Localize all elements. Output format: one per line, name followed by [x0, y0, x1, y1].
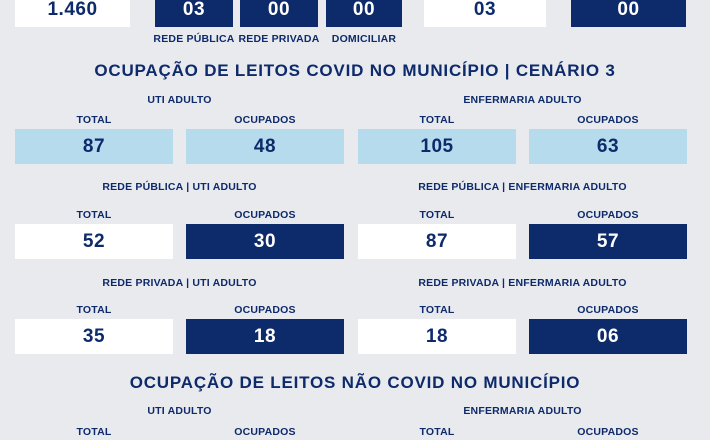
enf-total-label: TOTAL [419, 114, 455, 126]
priv-enf-total-value: 18 [425, 325, 449, 347]
top-right-value2: 00 [617, 0, 640, 20]
naocovid-enf-total-label: TOTAL [419, 426, 455, 438]
top-publica-value: 03 [182, 0, 206, 20]
priv-uti-ocupados-label: OCUPADOS [234, 304, 296, 316]
top-left-value-box: 1.460 [15, 0, 130, 27]
enf-total-box: 105 [358, 129, 516, 164]
priv-enf-title: REDE PRIVADA | ENFERMARIA ADULTO [418, 277, 627, 289]
enf-ocupados-label: OCUPADOS [577, 114, 639, 126]
top-right-value1: 03 [473, 0, 497, 20]
priv-uti-title: REDE PRIVADA | UTI ADULTO [102, 277, 257, 289]
enf-adulto-title: ENFERMARIA ADULTO [463, 94, 582, 106]
enf-total-value: 105 [420, 135, 454, 157]
priv-uti-total-value: 35 [82, 325, 106, 347]
naocovid-uti-ocupados-label: OCUPADOS [234, 426, 296, 438]
naocovid-enf-ocupados-label: OCUPADOS [577, 426, 639, 438]
uti-total-box: 87 [15, 129, 173, 164]
naocovid-uti-title: UTI ADULTO [147, 405, 212, 417]
naocovid-uti-total-label: TOTAL [76, 426, 112, 438]
top-privada-value: 00 [267, 0, 291, 20]
uti-adulto-title: UTI ADULTO [147, 94, 212, 106]
top-domiciliar-value: 00 [352, 0, 376, 20]
enf-ocupados-box: 63 [529, 129, 687, 164]
pub-enf-ocupados-value: 57 [596, 230, 620, 252]
pub-uti-ocupados-label: OCUPADOS [234, 209, 296, 221]
priv-enf-ocupados-box: 06 [529, 319, 687, 354]
top-left-value: 1.460 [47, 0, 98, 20]
uti-ocupados-label: OCUPADOS [234, 114, 296, 126]
pub-uti-total-value: 52 [82, 230, 106, 252]
priv-uti-total-label: TOTAL [76, 304, 112, 316]
naocovid-enf-title: ENFERMARIA ADULTO [463, 405, 582, 417]
uti-total-value: 87 [82, 135, 106, 157]
pub-uti-ocupados-value: 30 [253, 230, 277, 252]
top-right-value2-box: 00 [571, 0, 686, 27]
top-privada-value-box: 00 [240, 0, 318, 27]
pub-enf-total-value: 87 [425, 230, 449, 252]
label-domiciliar: DOMICILIAR [331, 33, 397, 45]
priv-uti-ocupados-box: 18 [186, 319, 344, 354]
priv-enf-ocupados-label: OCUPADOS [577, 304, 639, 316]
pub-uti-total-box: 52 [15, 224, 173, 259]
priv-enf-total-label: TOTAL [419, 304, 455, 316]
top-publica-value-box: 03 [155, 0, 233, 27]
top-right-value1-box: 03 [424, 0, 546, 27]
priv-uti-total-box: 35 [15, 319, 173, 354]
pub-enf-ocupados-label: OCUPADOS [577, 209, 639, 221]
top-domiciliar-value-box: 00 [326, 0, 402, 27]
label-rede-privada: REDE PRIVADA [238, 33, 320, 45]
uti-ocupados-box: 48 [186, 129, 344, 164]
pub-enf-total-label: TOTAL [419, 209, 455, 221]
priv-enf-ocupados-value: 06 [596, 325, 620, 347]
naocovid-heading: OCUPAÇÃO DE LEITOS NÃO COVID NO MUNICÍPI… [129, 373, 581, 392]
uti-total-label: TOTAL [76, 114, 112, 126]
pub-uti-total-label: TOTAL [76, 209, 112, 221]
pub-enf-title: REDE PÚBLICA | ENFERMARIA ADULTO [418, 181, 627, 193]
pub-uti-title: REDE PÚBLICA | UTI ADULTO [102, 181, 257, 193]
uti-ocupados-value: 48 [253, 135, 277, 157]
label-rede-publica: REDE PÚBLICA [153, 33, 235, 45]
priv-enf-total-box: 18 [358, 319, 516, 354]
enf-ocupados-value: 63 [596, 135, 620, 157]
pub-uti-ocupados-box: 30 [186, 224, 344, 259]
pub-enf-total-box: 87 [358, 224, 516, 259]
pub-enf-ocupados-box: 57 [529, 224, 687, 259]
covid-heading: OCUPAÇÃO DE LEITOS COVID NO MUNICÍPIO | … [94, 61, 616, 80]
priv-uti-ocupados-value: 18 [253, 325, 277, 347]
